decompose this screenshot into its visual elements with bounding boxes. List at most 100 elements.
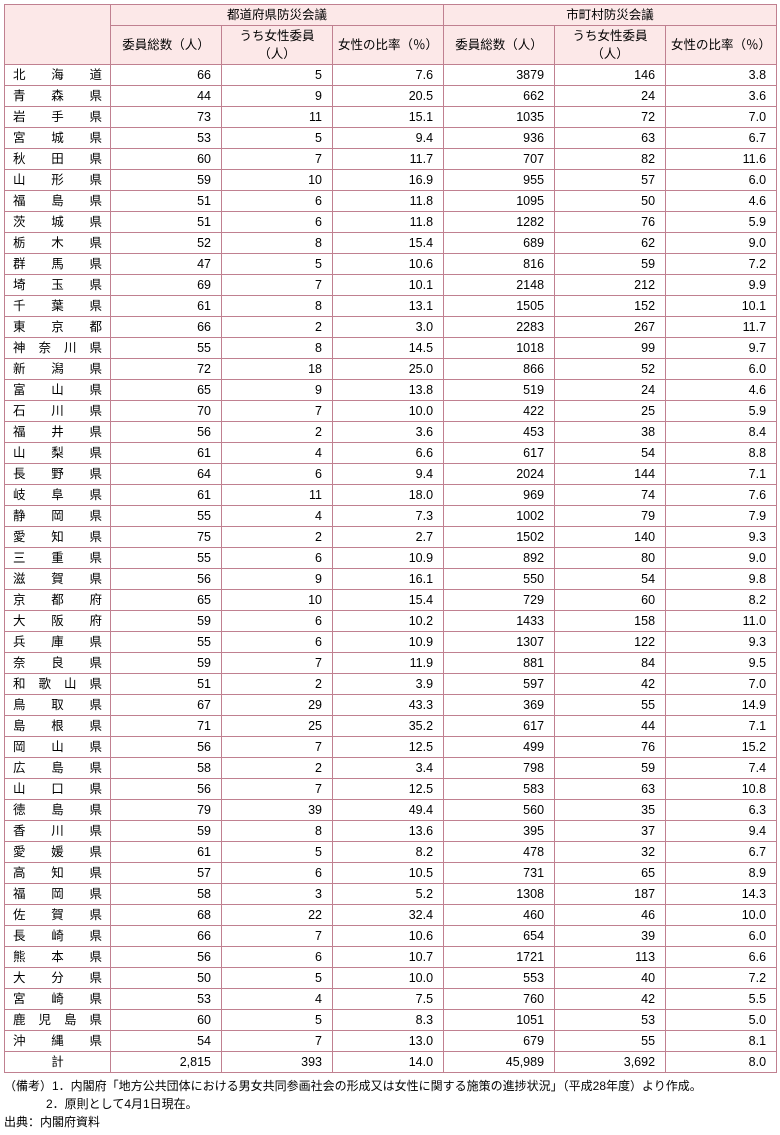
cell-value: 39 xyxy=(555,926,666,947)
cell-value: 3.4 xyxy=(333,758,444,779)
cell-value: 7 xyxy=(222,401,333,422)
prefecture-name: 静岡県 xyxy=(5,506,111,527)
cell-value: 35 xyxy=(555,800,666,821)
notes: （備考）1．内閣府「地方公共団体における男女共同参画社会の形成又は女性に関する施… xyxy=(4,1077,776,1131)
cell-value: 71 xyxy=(111,716,222,737)
cell-value: 9.8 xyxy=(666,569,777,590)
header-group-municipality: 市町村防災会議 xyxy=(444,5,777,26)
cell-value: 9.7 xyxy=(666,338,777,359)
prefecture-name: 高知県 xyxy=(5,863,111,884)
cell-value: 3 xyxy=(222,884,333,905)
cell-value: 5 xyxy=(222,128,333,149)
cell-value: 6 xyxy=(222,548,333,569)
cell-value: 9.4 xyxy=(333,128,444,149)
table-row: 三重県55610.9892809.0 xyxy=(5,548,777,569)
cell-value: 6.3 xyxy=(666,800,777,821)
cell-value: 57 xyxy=(111,863,222,884)
cell-value: 2 xyxy=(222,317,333,338)
cell-value: 60 xyxy=(111,1010,222,1031)
cell-value: 57 xyxy=(555,170,666,191)
cell-value: 8 xyxy=(222,338,333,359)
cell-value: 13.1 xyxy=(333,296,444,317)
cell-value: 6.7 xyxy=(666,842,777,863)
cell-value: 66 xyxy=(111,317,222,338)
cell-value: 7.6 xyxy=(666,485,777,506)
table-row: 青森県44920.5662243.6 xyxy=(5,86,777,107)
cell-value: 56 xyxy=(111,569,222,590)
cell-value: 70 xyxy=(111,401,222,422)
prefecture-name: 島根県 xyxy=(5,716,111,737)
cell-value: 553 xyxy=(444,968,555,989)
table-row: 兵庫県55610.913071229.3 xyxy=(5,632,777,653)
table-row: 宮城県5359.4936636.7 xyxy=(5,128,777,149)
cell-value: 1002 xyxy=(444,506,555,527)
cell-value: 8.8 xyxy=(666,443,777,464)
cell-value: 59 xyxy=(555,254,666,275)
cell-value: 4 xyxy=(222,506,333,527)
cell-value: 1721 xyxy=(444,947,555,968)
cell-value: 11.6 xyxy=(666,149,777,170)
cell-value: 10.1 xyxy=(666,296,777,317)
prefecture-name: 愛知県 xyxy=(5,527,111,548)
prefecture-name: 沖縄県 xyxy=(5,1031,111,1052)
cell-value: 662 xyxy=(444,86,555,107)
cell-value: 760 xyxy=(444,989,555,1010)
cell-value: 1433 xyxy=(444,611,555,632)
note-1: （備考）1．内閣府「地方公共団体における男女共同参画社会の形成又は女性に関する施… xyxy=(4,1077,776,1095)
table-row: 岩手県731115.11035727.0 xyxy=(5,107,777,128)
cell-value: 44 xyxy=(555,716,666,737)
cell-value: 2 xyxy=(222,527,333,548)
cell-value: 58 xyxy=(111,884,222,905)
header-col-4: 委員総数（人） xyxy=(444,26,555,65)
cell-value: 3.9 xyxy=(333,674,444,695)
table-row: 大阪府59610.2143315811.0 xyxy=(5,611,777,632)
cell-value: 881 xyxy=(444,653,555,674)
table-row: 山梨県6146.6617548.8 xyxy=(5,443,777,464)
cell-value: 7.2 xyxy=(666,968,777,989)
cell-value: 707 xyxy=(444,149,555,170)
cell-value: 5 xyxy=(222,1010,333,1031)
prefecture-name: 宮崎県 xyxy=(5,989,111,1010)
cell-value: 9.0 xyxy=(666,548,777,569)
table-row: 滋賀県56916.1550549.8 xyxy=(5,569,777,590)
cell-value: 42 xyxy=(555,674,666,695)
cell-value: 11 xyxy=(222,485,333,506)
cell-value: 56 xyxy=(111,422,222,443)
cell-value: 731 xyxy=(444,863,555,884)
cell-value: 66 xyxy=(111,65,222,86)
cell-value: 8.3 xyxy=(333,1010,444,1031)
cell-value: 9.3 xyxy=(666,527,777,548)
cell-value: 65 xyxy=(111,590,222,611)
cell-value: 9.5 xyxy=(666,653,777,674)
table-row: 長崎県66710.6654396.0 xyxy=(5,926,777,947)
cell-value: 13.0 xyxy=(333,1031,444,1052)
cell-value: 32 xyxy=(555,842,666,863)
cell-value: 56 xyxy=(111,947,222,968)
prefecture-name: 香川県 xyxy=(5,821,111,842)
cell-value: 16.1 xyxy=(333,569,444,590)
cell-value: 2 xyxy=(222,758,333,779)
prefecture-name: 京都府 xyxy=(5,590,111,611)
cell-value: 369 xyxy=(444,695,555,716)
cell-value: 7 xyxy=(222,149,333,170)
cell-value: 55 xyxy=(111,506,222,527)
cell-value: 1095 xyxy=(444,191,555,212)
cell-value: 7.1 xyxy=(666,716,777,737)
cell-value: 5.9 xyxy=(666,212,777,233)
cell-value: 7.9 xyxy=(666,506,777,527)
prefecture-name: 千葉県 xyxy=(5,296,111,317)
cell-value: 10.8 xyxy=(666,779,777,800)
cell-value: 6.6 xyxy=(666,947,777,968)
table-row: 富山県65913.8519244.6 xyxy=(5,380,777,401)
cell-value: 54 xyxy=(555,569,666,590)
prefecture-name: 神奈川県 xyxy=(5,338,111,359)
cell-value: 1282 xyxy=(444,212,555,233)
cell-value: 47 xyxy=(111,254,222,275)
cell-value: 798 xyxy=(444,758,555,779)
cell-value: 3.6 xyxy=(666,86,777,107)
header-col-1: 委員総数（人） xyxy=(111,26,222,65)
cell-value: 69 xyxy=(111,275,222,296)
prefecture-name: 北海道 xyxy=(5,65,111,86)
cell-value: 1018 xyxy=(444,338,555,359)
cell-value: 7 xyxy=(222,926,333,947)
